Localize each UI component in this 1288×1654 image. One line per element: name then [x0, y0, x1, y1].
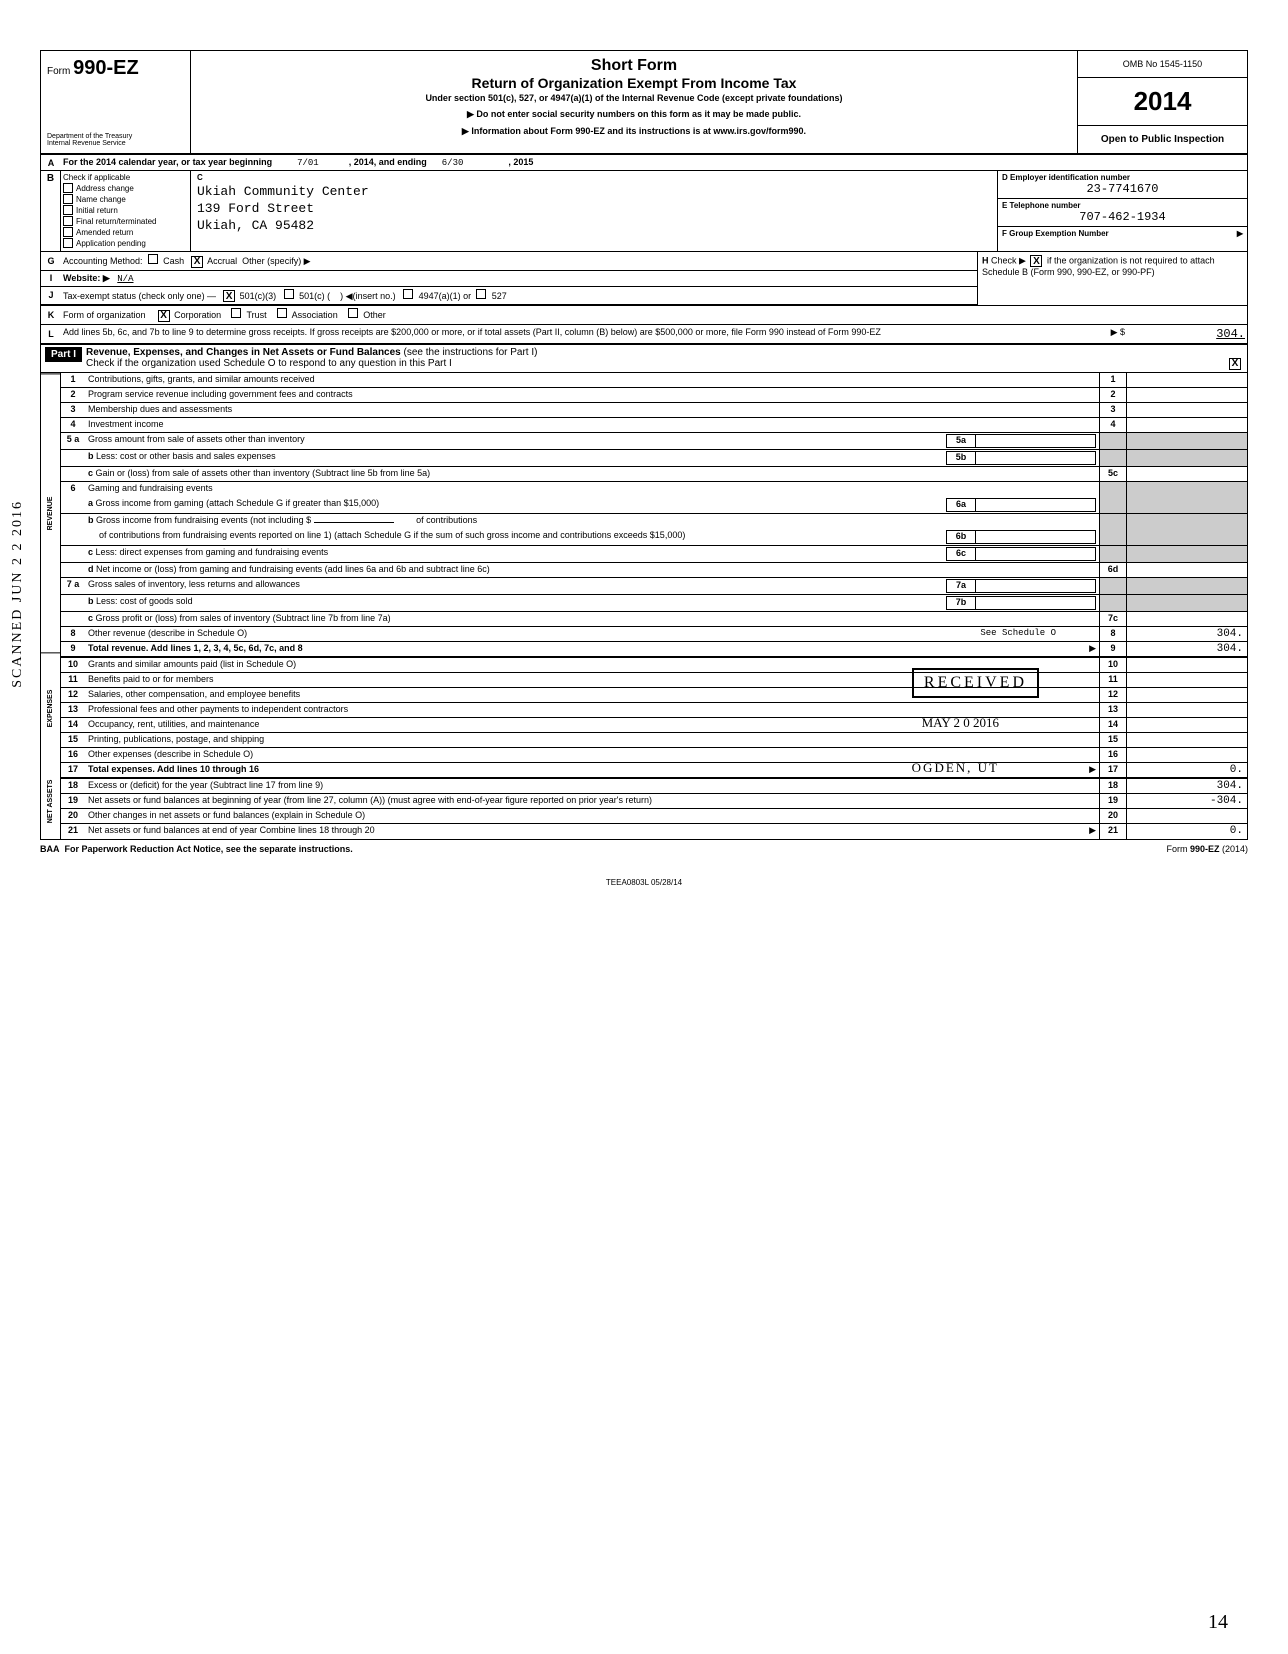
part1-label: Part I [45, 347, 82, 362]
line-g: G Accounting Method: Cash X Accrual Othe… [41, 252, 977, 271]
check-boxes-b: Check if applicable Address change Name … [61, 171, 191, 251]
footer-right: Form 990-EZ (2014) [1166, 844, 1248, 854]
chk-527[interactable] [476, 289, 486, 299]
side-labels: REVENUE EXPENSES NET ASSETS [41, 373, 61, 839]
page-number: 14 [1208, 1611, 1228, 1634]
footer-left: BAA For Paperwork Reduction Act Notice, … [40, 844, 353, 854]
group-exempt-label: F Group Exemption Number ▶ [1002, 229, 1243, 238]
page-footer: BAA For Paperwork Reduction Act Notice, … [40, 840, 1248, 858]
amt-18: 304. [1127, 779, 1247, 793]
chk-initial-return[interactable] [63, 205, 73, 215]
chk-corporation[interactable]: X [158, 310, 170, 322]
section-b: B Check if applicable Address change Nam… [41, 171, 1247, 252]
chk-4947[interactable] [403, 289, 413, 299]
amt-21: 0. [1127, 824, 1247, 839]
letter-b: B [41, 171, 61, 251]
dept-text: Department of the Treasury Internal Reve… [47, 133, 184, 147]
form-header: Form 990-EZ Department of the Treasury I… [41, 51, 1247, 155]
info-line: ▶ Information about Form 990-EZ and its … [197, 126, 1071, 137]
letter-c: C [197, 173, 991, 182]
expenses-label: EXPENSES [41, 652, 60, 764]
website-value: N/A [117, 274, 133, 284]
chk-trust[interactable] [231, 308, 241, 318]
omb-number: OMB No 1545-1150 [1078, 51, 1247, 78]
see-schedule-o: See Schedule O [980, 628, 1056, 638]
tax-year: 2014 [1078, 78, 1247, 126]
stamp-date: MAY 2 0 2016 [922, 715, 999, 731]
line-i: I Website: ▶ N/A [41, 271, 977, 287]
chk-address-change[interactable] [63, 183, 73, 193]
stamp-ogden: OGDEN, UT [912, 760, 999, 776]
chk-other[interactable] [348, 308, 358, 318]
tax-year-begin: 7/01 [297, 158, 319, 168]
org-name: Ukiah Community Center [197, 184, 991, 199]
org-info: C Ukiah Community Center 139 Ford Street… [191, 171, 997, 251]
tax-year-end: 6/30 [442, 158, 464, 168]
open-public: Open to Public Inspection [1078, 126, 1247, 153]
form-990ez: Form 990-EZ Department of the Treasury I… [40, 50, 1248, 840]
chk-cash[interactable] [148, 254, 158, 264]
right-info: D Employer identification number 23-7741… [997, 171, 1247, 251]
assets-label: NET ASSETS [41, 764, 60, 838]
received-stamp: RECEIVED [912, 668, 1039, 698]
line-j: J Tax-exempt status (check only one) — X… [41, 287, 977, 306]
amt-8: 304. [1127, 627, 1247, 641]
chk-schedule-b[interactable]: X [1030, 255, 1042, 267]
chk-application-pending[interactable] [63, 238, 73, 248]
phone-label: E Telephone number [1002, 201, 1243, 210]
line-h: H Check ▶ X if the organization is not r… [977, 252, 1247, 305]
org-address1: 139 Ford Street [197, 201, 991, 216]
chk-501c[interactable] [284, 289, 294, 299]
chk-accrual[interactable]: X [191, 256, 203, 268]
amt-17: 0. [1127, 763, 1247, 777]
ein-label: D Employer identification number [1002, 173, 1243, 182]
header-center: Short Form Return of Organization Exempt… [191, 51, 1077, 153]
part1-header: Part I Revenue, Expenses, and Changes in… [41, 345, 1247, 373]
ein-value: 23-7741670 [1002, 182, 1243, 196]
scanned-stamp: SCANNED JUN 2 2 2016 [10, 500, 26, 688]
chk-501c3[interactable]: X [223, 290, 235, 302]
line-k: K Form of organization X Corporation Tru… [41, 306, 1247, 325]
chk-amended-return[interactable] [63, 227, 73, 237]
footer-center: TEEA0803L 05/28/14 [40, 878, 1248, 887]
letter-a: A [41, 158, 61, 168]
phone-value: 707-462-1934 [1002, 210, 1243, 224]
chk-final-return[interactable] [63, 216, 73, 226]
chk-name-change[interactable] [63, 194, 73, 204]
title-short-form: Short Form [197, 57, 1071, 75]
amt-19: -304. [1127, 794, 1247, 808]
chk-association[interactable] [277, 308, 287, 318]
header-right: OMB No 1545-1150 2014 Open to Public Ins… [1077, 51, 1247, 153]
form-number: 990-EZ [73, 57, 139, 79]
org-address2: Ukiah, CA 95482 [197, 218, 991, 233]
title-return: Return of Organization Exempt From Incom… [197, 75, 1071, 91]
ssn-warning: ▶ Do not enter social security numbers o… [197, 109, 1071, 120]
line-a: A For the 2014 calendar year, or tax yea… [41, 155, 1247, 171]
line-l: L Add lines 5b, 6c, and 7b to line 9 to … [41, 325, 1247, 345]
amt-9: 304. [1127, 642, 1247, 656]
form-prefix: Form [47, 66, 70, 77]
chk-schedule-o[interactable]: X [1229, 358, 1241, 370]
gross-receipts: 304. [1125, 327, 1245, 341]
subtitle: Under section 501(c), 527, or 4947(a)(1)… [197, 93, 1071, 103]
main-grid: REVENUE EXPENSES NET ASSETS 1Contributio… [41, 373, 1247, 839]
revenue-label: REVENUE [41, 373, 60, 652]
header-left: Form 990-EZ Department of the Treasury I… [41, 51, 191, 153]
